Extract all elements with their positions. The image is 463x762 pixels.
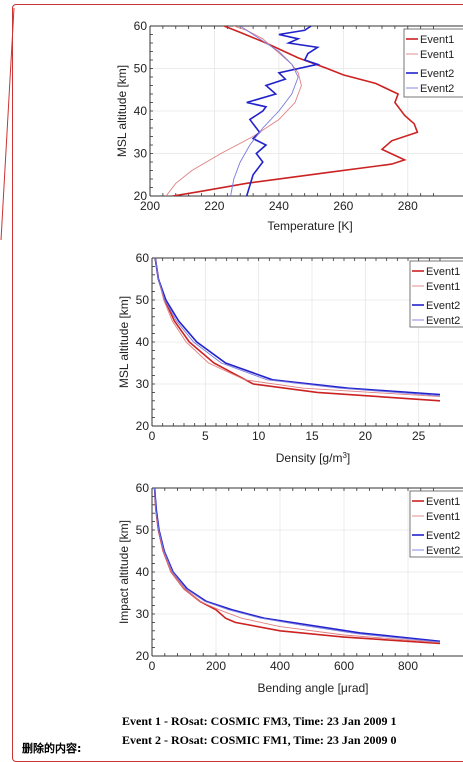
series-line-event1_main: [172, 26, 419, 196]
x-tick-label: 0: [149, 659, 156, 673]
legend-label: Event1: [420, 49, 454, 61]
series-line-event2_light: [230, 26, 299, 196]
x-tick-label: 10: [252, 429, 266, 443]
x-axis-label: Bending angle [μrad]: [258, 681, 369, 695]
series-line-event1_light: [154, 488, 441, 644]
x-tick-label: 25: [412, 429, 426, 443]
series-line-event1_main: [154, 258, 441, 402]
x-tick-label: 800: [398, 659, 418, 673]
legend-box: [403, 28, 463, 98]
y-tick-label: 60: [134, 19, 148, 33]
y-axis-label: MSL altitude [km]: [117, 296, 131, 388]
x-axis-label: Temperature [K]: [267, 219, 352, 233]
chart-panel-1: 200 220 240 260 280 20 30 40 50 60 Temperature [K]…: [115, 19, 463, 233]
series-line-event2_main: [153, 488, 441, 643]
decorative-diagonal-line: [0, 7, 15, 241]
y-tick-label: 50: [134, 62, 148, 76]
x-tick-label: 200: [140, 199, 160, 213]
x-tick-label: 0: [149, 429, 156, 443]
legend-label: Event2: [420, 68, 454, 80]
legend-label: Event1: [420, 34, 454, 46]
y-axis-label: Impact altitude [km]: [117, 520, 131, 624]
event1-caption: Event 1 - ROsat: COSMIC FM3, Time: 23 Ja…: [122, 714, 397, 728]
series-line-event2_light: [154, 258, 441, 397]
series-line-event2_main: [245, 26, 321, 196]
y-axis-label: MSL altitude [km]: [115, 65, 129, 157]
series-line-event1_light: [154, 258, 441, 398]
legend-box: [409, 260, 463, 328]
deleted-content-label: 删除的内容:: [22, 742, 82, 755]
y-tick-label: 20: [136, 649, 150, 663]
chart-panel-3: 0 200 400 600 800 20 30 40 50 60 Bending angle [μr…: [117, 481, 463, 695]
x-tick-label: 280: [398, 199, 418, 213]
x-axis-label: Density [g/m3]: [276, 451, 350, 466]
x-tick-label: 200: [206, 659, 226, 673]
legend-box: [409, 490, 463, 558]
series-line-event1_main: [153, 488, 441, 645]
y-tick-label: 40: [134, 104, 148, 118]
y-tick-label: 40: [136, 335, 150, 349]
x-tick-label: 220: [204, 199, 224, 213]
event2-caption: Event 2 - ROsat: COSMIC FM1, Time: 23 Ja…: [122, 733, 397, 747]
chart-panel-2: 0 5 10 15 20 25 20 30 40 50 60 Density [g/m3] MSL al…: [117, 251, 463, 465]
x-tick-label: 240: [269, 199, 289, 213]
y-tick-label: 20: [136, 419, 150, 433]
x-tick-label: 400: [270, 659, 290, 673]
legend-label: Event1: [426, 266, 460, 278]
x-tick-label: 20: [359, 429, 373, 443]
superscript: 3: [342, 451, 347, 460]
legend-label: Event2: [420, 83, 454, 95]
series-line-event2_light: [154, 488, 441, 643]
y-tick-label: 40: [136, 565, 150, 579]
legend-label: Event2: [426, 315, 460, 327]
x-tick-label: 600: [334, 659, 354, 673]
x-tick-label: 15: [305, 429, 319, 443]
legend-label: Event1: [426, 511, 460, 523]
y-tick-label: 60: [136, 481, 150, 495]
series-line-event1_light: [165, 26, 302, 196]
y-tick-label: 50: [136, 523, 150, 537]
legend-label: Event2: [426, 545, 460, 557]
y-tick-label: 30: [134, 147, 148, 161]
legend-label: Event1: [426, 281, 460, 293]
legend-label: Event2: [426, 530, 460, 542]
series-line-event2_main: [154, 258, 441, 396]
x-tick-label: 5: [202, 429, 209, 443]
y-tick-label: 50: [136, 293, 150, 307]
legend-label: Event1: [426, 496, 460, 508]
y-tick-label: 30: [136, 607, 150, 621]
x-tick-label: 260: [333, 199, 353, 213]
legend-label: Event2: [426, 300, 460, 312]
y-tick-label: 30: [136, 377, 150, 391]
y-tick-label: 60: [136, 251, 150, 265]
y-tick-label: 20: [134, 189, 148, 203]
